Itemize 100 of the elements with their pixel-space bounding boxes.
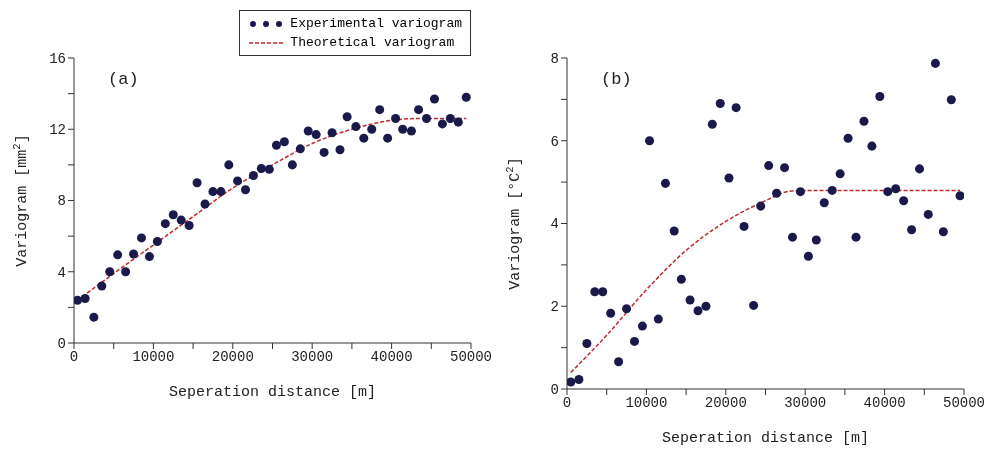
point <box>367 124 377 134</box>
point <box>875 91 885 101</box>
point <box>406 126 416 136</box>
x-tick-label: 40000 <box>863 394 906 411</box>
point <box>383 133 393 143</box>
y-tick-label: 8 <box>57 193 66 210</box>
point <box>264 164 274 174</box>
point <box>827 185 837 195</box>
point <box>899 196 909 206</box>
point <box>113 250 123 260</box>
point <box>176 215 186 225</box>
x-tick-label: 10000 <box>132 348 175 365</box>
point <box>256 163 266 173</box>
point <box>637 321 647 331</box>
point <box>233 176 243 186</box>
point <box>843 133 853 143</box>
point <box>184 220 194 230</box>
y-tick-label: 0 <box>550 381 559 398</box>
legend-label: Theoretical variogram <box>290 35 455 50</box>
point <box>168 210 178 220</box>
annotation: (b) <box>601 70 632 89</box>
x-tick-label: 30000 <box>291 348 334 365</box>
point <box>606 308 616 318</box>
point <box>598 287 608 297</box>
legend-label: Experimental variogram <box>290 16 462 31</box>
point <box>653 314 663 324</box>
point <box>772 188 782 198</box>
point <box>224 160 234 170</box>
point <box>907 225 917 235</box>
x-tick-label: 20000 <box>211 348 254 365</box>
point <box>279 137 289 147</box>
point <box>780 163 790 173</box>
point <box>105 267 115 277</box>
point <box>129 249 139 259</box>
point <box>327 128 337 138</box>
point <box>629 336 639 346</box>
point <box>342 112 352 122</box>
point <box>756 201 766 211</box>
x-axis-title: Seperation distance [m] <box>168 384 377 401</box>
point <box>715 99 725 109</box>
point <box>867 141 877 151</box>
point <box>567 377 576 387</box>
point <box>795 187 805 197</box>
point <box>749 300 759 310</box>
point <box>287 160 297 170</box>
point <box>375 105 385 115</box>
point <box>248 171 258 181</box>
point <box>891 184 901 194</box>
point <box>582 338 592 348</box>
y-tick-label: 4 <box>57 264 66 281</box>
point <box>200 199 210 209</box>
point <box>764 161 774 171</box>
point <box>414 105 424 115</box>
point <box>930 58 940 68</box>
y-tick-label: 0 <box>57 335 66 352</box>
point <box>701 301 711 311</box>
point <box>819 198 829 208</box>
y-tick-label: 16 <box>49 50 66 67</box>
point <box>335 145 345 155</box>
point <box>614 357 624 367</box>
point <box>437 119 447 129</box>
point <box>811 235 821 245</box>
point <box>938 227 948 237</box>
point <box>724 173 734 183</box>
x-tick-label: 0 <box>562 394 572 411</box>
point <box>136 233 146 243</box>
annotation: (a) <box>108 70 139 89</box>
point <box>80 293 90 303</box>
point <box>645 136 655 146</box>
point <box>240 185 251 195</box>
x-tick-label: 0 <box>69 348 79 365</box>
point <box>359 133 369 143</box>
point <box>295 144 305 154</box>
y-tick-label: 8 <box>550 50 559 67</box>
point <box>160 219 170 229</box>
point <box>685 295 695 305</box>
point <box>216 187 226 197</box>
point <box>351 122 361 132</box>
y-tick-label: 12 <box>49 122 66 139</box>
point <box>660 178 670 188</box>
point <box>707 119 717 129</box>
point <box>955 191 964 201</box>
point <box>422 114 432 124</box>
x-tick-label: 30000 <box>784 394 827 411</box>
point <box>622 304 632 314</box>
x-tick-label: 50000 <box>942 394 986 411</box>
x-tick-label: 20000 <box>704 394 747 411</box>
point <box>946 95 956 105</box>
point <box>923 209 933 219</box>
point <box>669 226 679 236</box>
point <box>590 287 600 297</box>
point <box>445 114 455 124</box>
point <box>74 295 83 305</box>
point <box>676 274 686 284</box>
point <box>787 232 798 242</box>
point <box>739 221 749 231</box>
point <box>693 306 703 316</box>
x-tick-label: 10000 <box>625 394 668 411</box>
point <box>311 130 321 140</box>
point <box>883 187 893 197</box>
